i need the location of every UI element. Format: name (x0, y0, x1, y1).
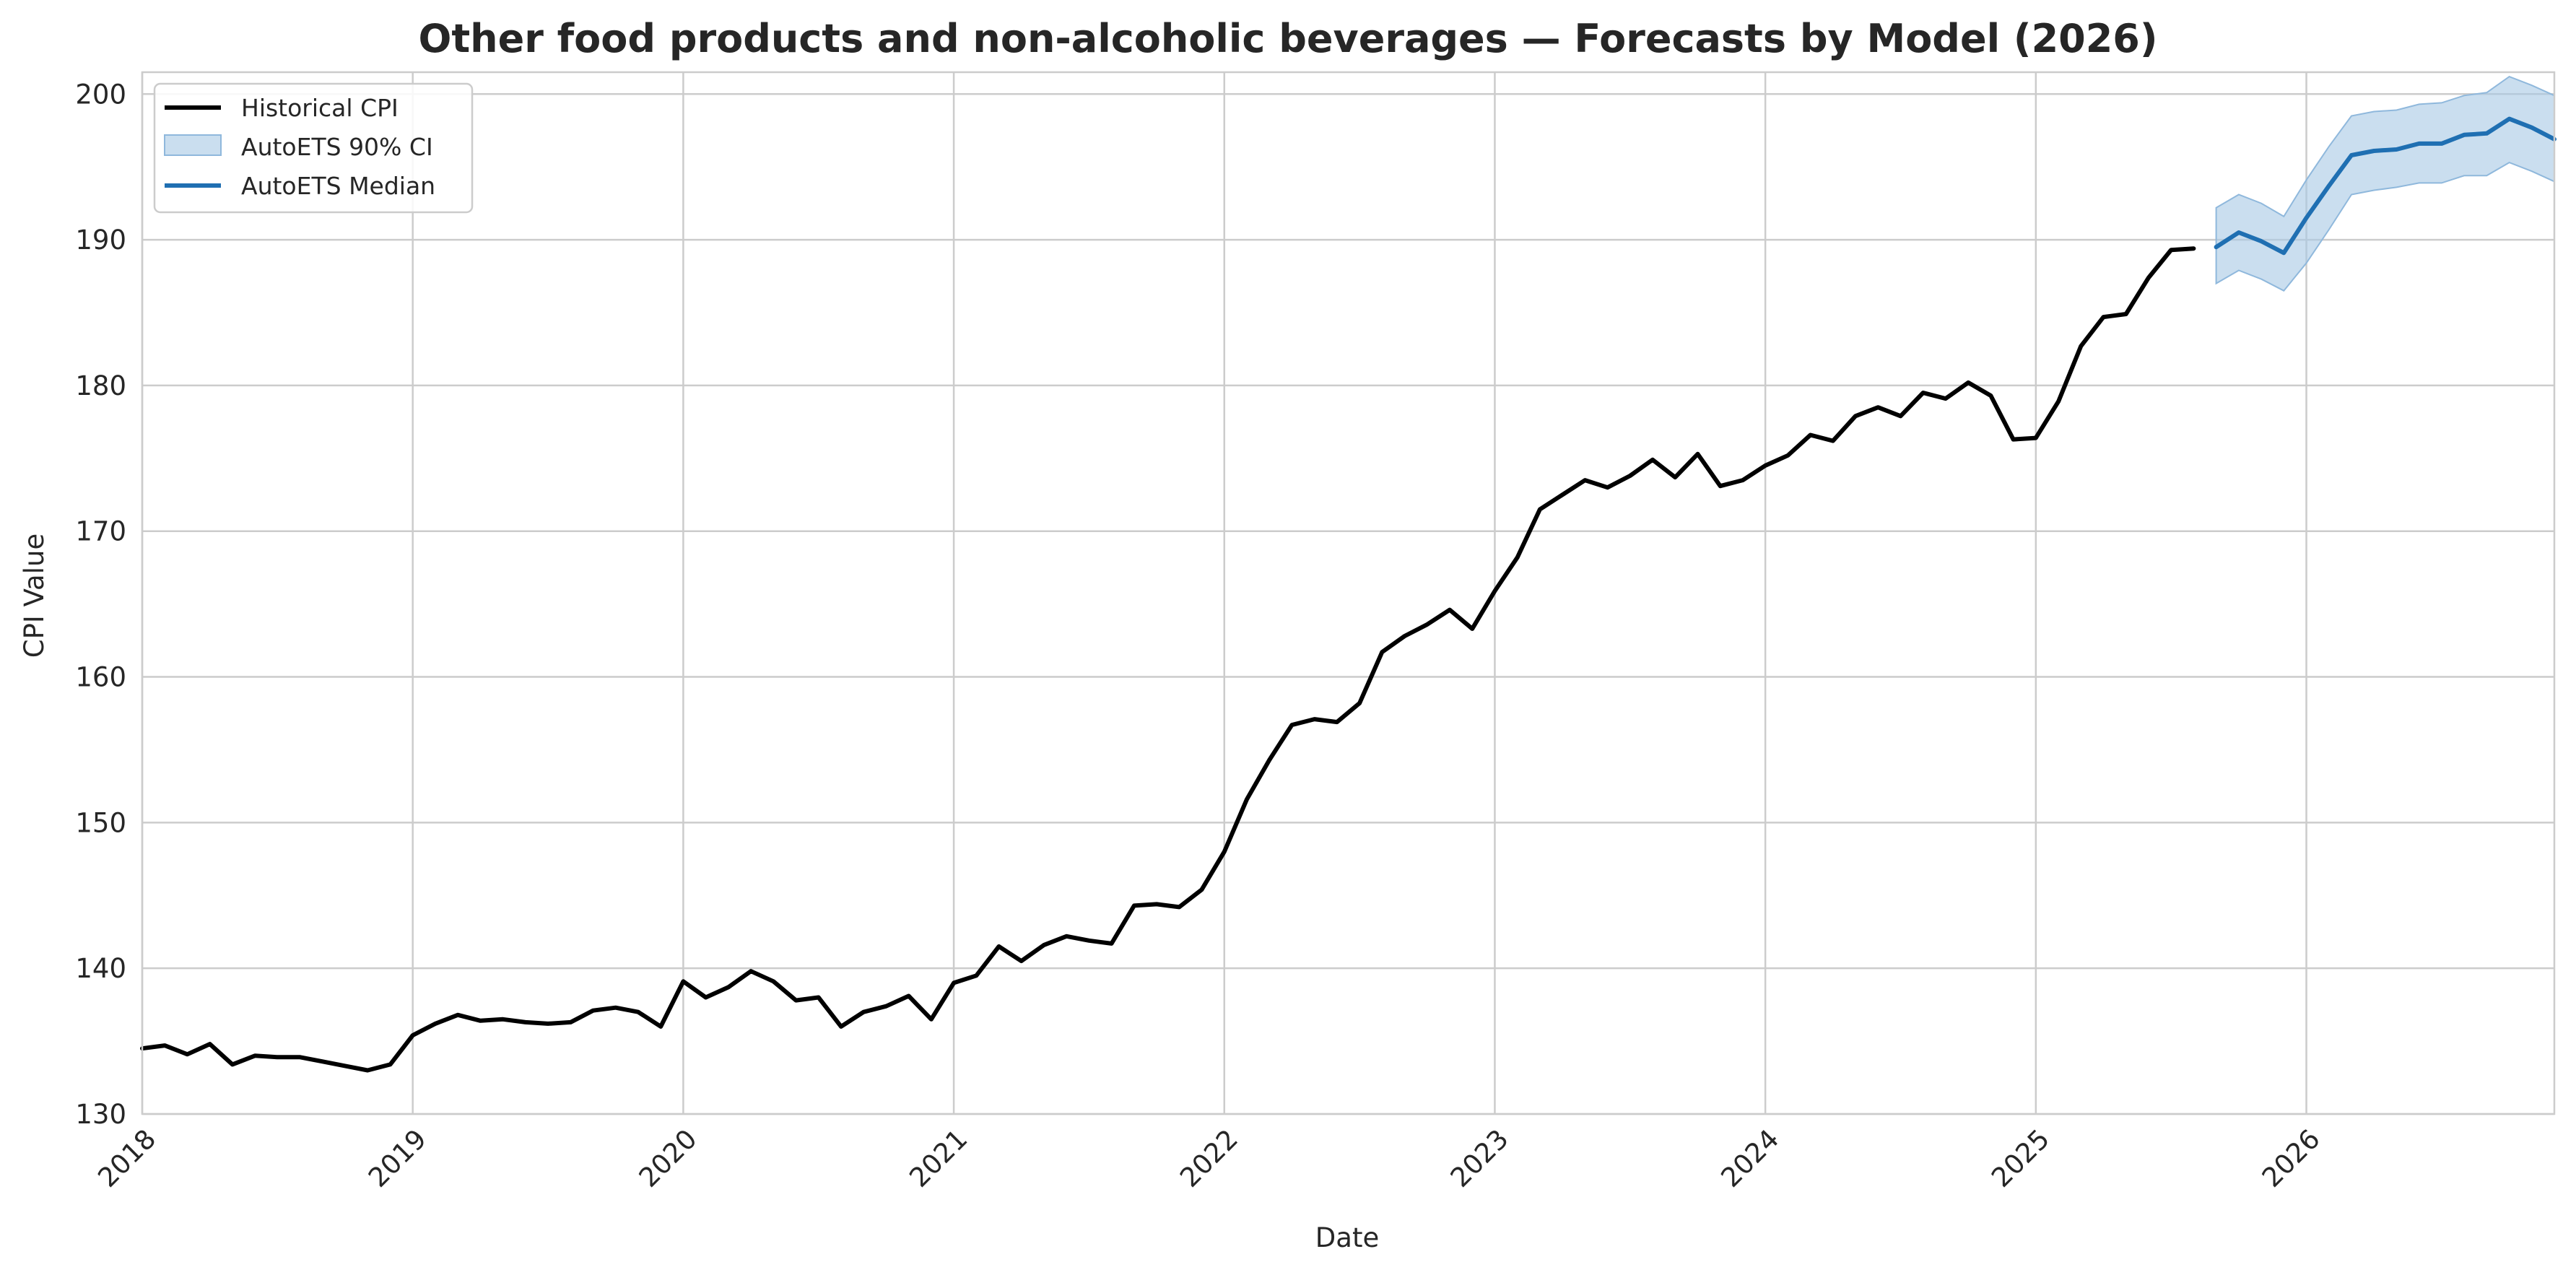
historical-cpi-line-point (1021, 961, 1022, 962)
historical-cpi-line-point (1517, 557, 1518, 558)
y-tick-label: 200 (75, 79, 126, 110)
historical-cpi-line-point (976, 975, 977, 976)
legend-median-label: AutoETS Median (241, 172, 435, 200)
historical-cpi-line-point (1697, 453, 1698, 454)
historical-cpi-line-point (705, 997, 706, 998)
historical-cpi-line-point (322, 1061, 323, 1062)
historical-cpi-line-point (1382, 652, 1383, 653)
historical-cpi-line-point (998, 946, 999, 947)
autoets-median-line-point (2396, 149, 2397, 150)
historical-cpi-line-point (1878, 407, 1879, 408)
historical-cpi-line (140, 246, 2196, 1073)
historical-cpi-line-point (2193, 248, 2194, 249)
historical-cpi-line-point (751, 971, 752, 972)
historical-cpi-line-point (1539, 509, 1540, 510)
historical-cpi-line-point (1472, 628, 1473, 629)
legend-ci-label: AutoETS 90% CI (241, 133, 433, 161)
series-lines (140, 116, 2557, 1073)
y-tick-label: 170 (75, 516, 126, 547)
historical-cpi-line-point (1404, 636, 1405, 637)
legend-historical-label: Historical CPI (241, 94, 399, 122)
autoets-median-line-point (2306, 217, 2307, 218)
historical-cpi-line-point (1111, 943, 1112, 944)
historical-cpi-line-point (1359, 702, 1360, 703)
historical-cpi-line-point (1968, 382, 1969, 383)
historical-cpi-line-point (1314, 719, 1315, 720)
historical-cpi-line-point (1179, 907, 1180, 908)
historical-cpi-line-point (1765, 465, 1766, 466)
historical-cpi-line-point (1201, 889, 1202, 890)
y-tick-label: 130 (75, 1099, 126, 1130)
legend: Historical CPI AutoETS 90% CI AutoETS Me… (153, 82, 474, 214)
historical-cpi-line-point (367, 1070, 368, 1071)
y-tick-label: 150 (75, 807, 126, 838)
historical-cpi-line-point (2103, 317, 2104, 318)
plot-border (141, 71, 2556, 1115)
historical-cpi-line-point (818, 997, 819, 998)
autoets-median-line-point (2464, 134, 2465, 135)
autoets-median-line-point (2374, 151, 2375, 152)
legend-ci-swatch (164, 134, 222, 156)
plot-frame (141, 71, 2556, 1115)
historical-cpi-line-point (2013, 439, 2014, 440)
historical-cpi-line-point (277, 1057, 278, 1058)
historical-cpi-line-point (1247, 799, 1248, 800)
historical-cpi-line-point (615, 1007, 616, 1008)
legend-box (153, 82, 474, 214)
historical-cpi-line-point (480, 1020, 481, 1021)
historical-cpi-line-point (548, 1023, 549, 1024)
historical-cpi-line-point (1607, 487, 1608, 488)
autoets-median-line-point (2531, 127, 2532, 128)
autoets-median-line-point (2441, 143, 2442, 144)
x-axis-label: Date (1315, 1222, 1379, 1253)
y-tick-labels: 130 140 150 160 170 180 190 200 (75, 79, 126, 1130)
historical-cpi-line-point (1629, 476, 1630, 477)
autoets-median-line-point (2509, 118, 2510, 119)
historical-cpi-line-point (683, 981, 684, 982)
historical-cpi-line-point (209, 1044, 210, 1045)
historical-cpi-line-point (2171, 250, 2172, 251)
historical-cpi-line-point (187, 1054, 188, 1055)
historical-cpi-line-point (1855, 416, 1856, 417)
y-axis-label: CPI Value (19, 534, 50, 658)
historical-cpi-line-point (1133, 905, 1134, 906)
historical-cpi-line-point (390, 1064, 391, 1065)
autoets-median-line-point (2238, 232, 2239, 233)
chart-title: Other food products and non-alcoholic be… (418, 16, 2157, 61)
historical-cpi-line-point (773, 981, 774, 982)
autoets-median-line-point (2261, 241, 2262, 242)
historical-cpi-line-point (1742, 480, 1743, 481)
historical-cpi-line-point (412, 1035, 413, 1036)
historical-cpi-line-point (2125, 314, 2126, 315)
autoets-median-line-point (2351, 155, 2352, 156)
autoets-median-line (2214, 116, 2557, 256)
historical-cpi-line-point (841, 1026, 842, 1027)
historical-cpi-line-point (1832, 440, 1833, 441)
historical-cpi-line-point (1900, 416, 1901, 417)
y-tick-label: 180 (75, 370, 126, 401)
y-tick-label: 140 (75, 953, 126, 984)
historical-cpi-line-point (1336, 722, 1337, 723)
historical-cpi-line-point (2058, 401, 2059, 402)
historical-cpi-line-point (863, 1011, 864, 1012)
historical-cpi-line-point (1675, 477, 1676, 478)
y-tick-label: 190 (75, 225, 126, 256)
y-tick-label: 160 (75, 662, 126, 693)
historical-cpi-line-point (1044, 944, 1045, 945)
autoets-median-line-point (2486, 133, 2487, 134)
